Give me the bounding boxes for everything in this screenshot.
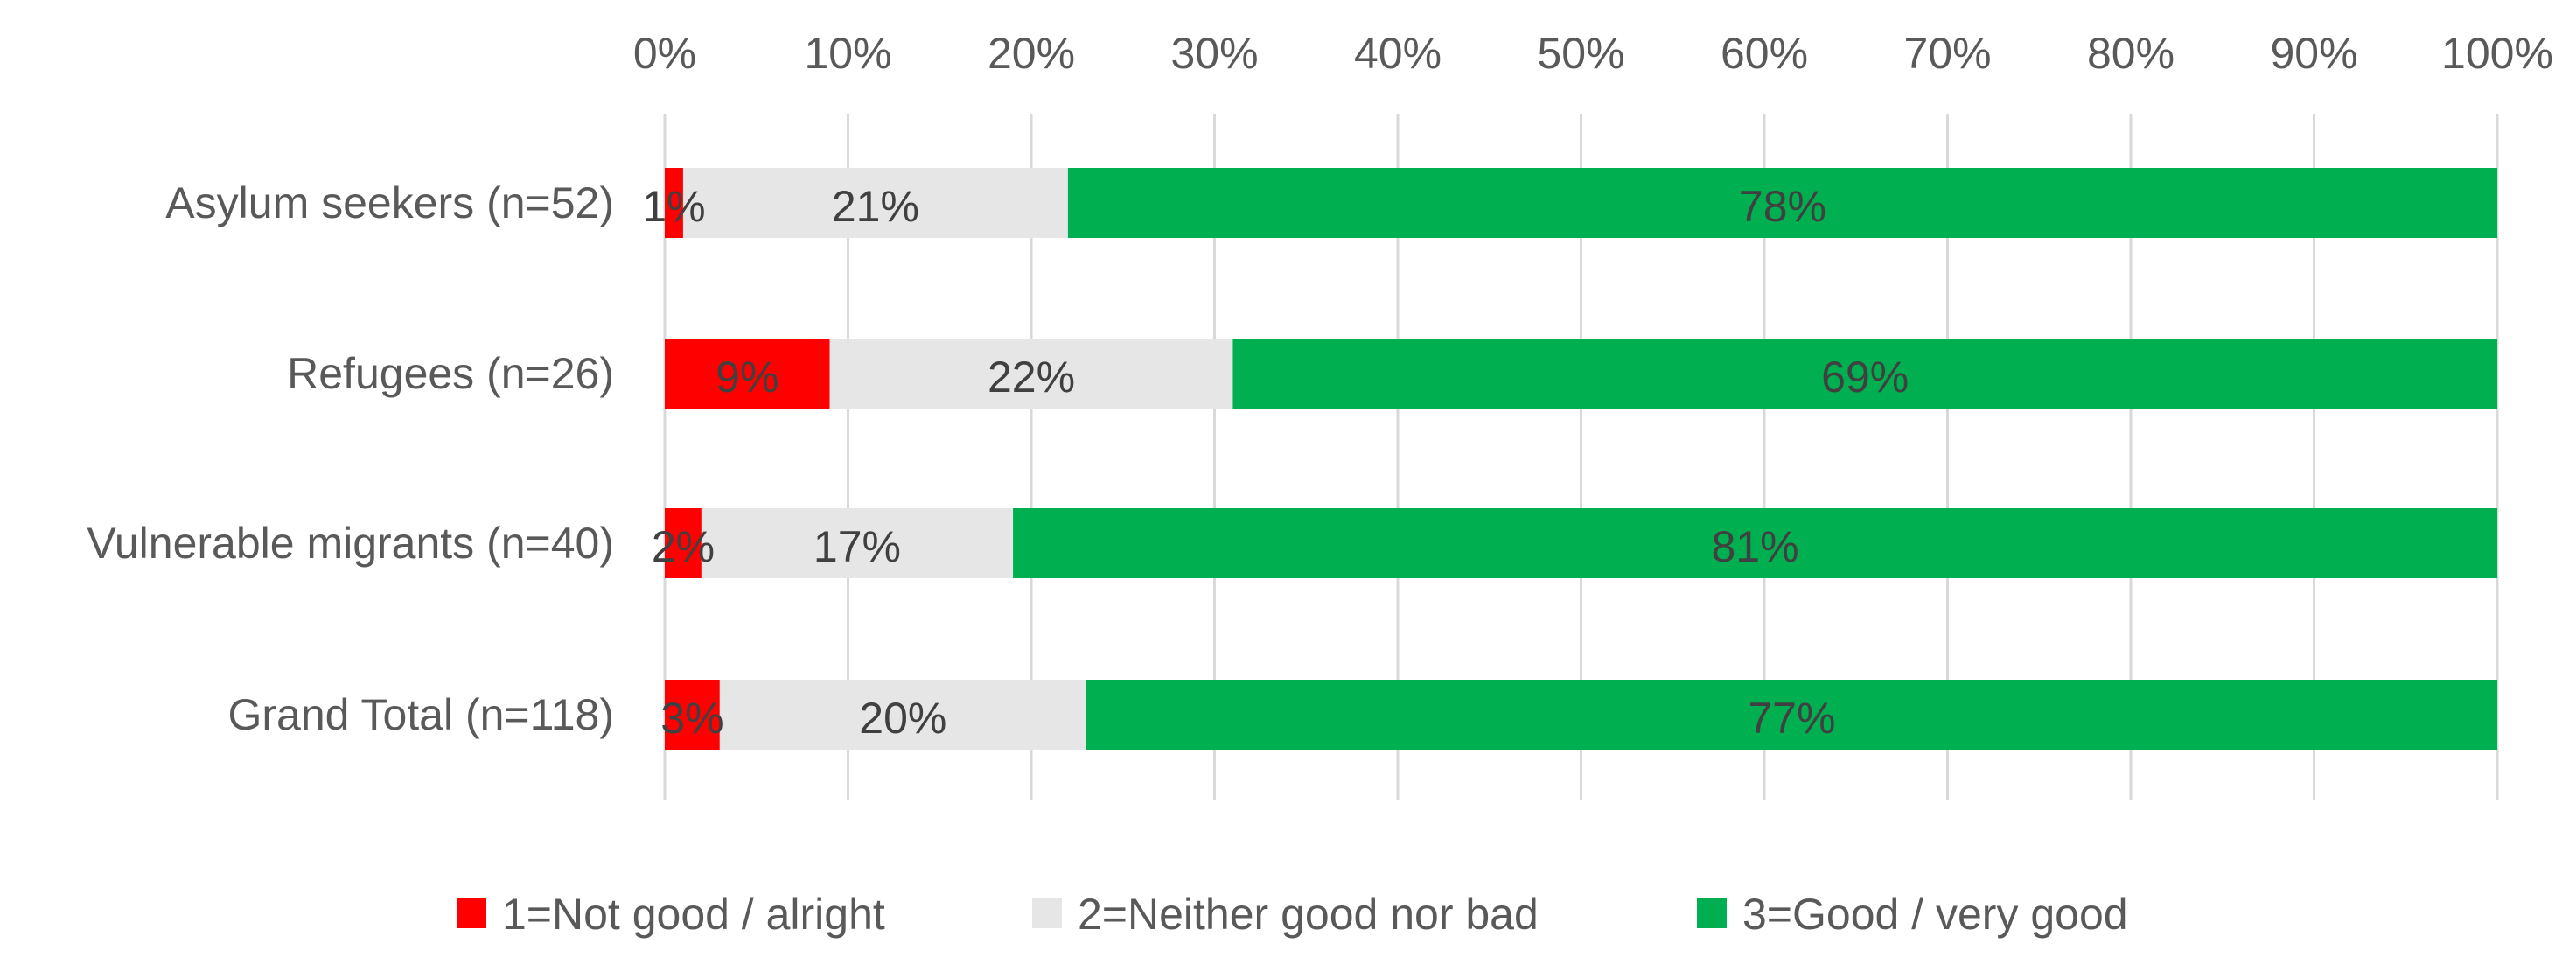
category-label: Refugees (n=26) bbox=[287, 349, 614, 398]
data-label: 1% bbox=[642, 182, 705, 231]
x-tick-label: 30% bbox=[1170, 29, 1258, 78]
bar-segment bbox=[829, 339, 1233, 409]
category-labels: Asylum seekers (n=52) Refugees (n=26) Vuln… bbox=[87, 178, 614, 739]
x-tick-label: 10% bbox=[804, 29, 891, 78]
data-label: 22% bbox=[988, 353, 1075, 402]
data-label: 69% bbox=[1821, 353, 1909, 402]
x-tick-label: 50% bbox=[1537, 29, 1624, 78]
x-tick-label: 20% bbox=[988, 29, 1075, 78]
bar-segment bbox=[665, 508, 702, 578]
legend-label: 2=Neither good nor bad bbox=[1078, 890, 1539, 939]
legend: 1=Not good / alright 2=Neither good nor b… bbox=[457, 890, 2128, 939]
legend-label: 3=Good / very good bbox=[1742, 890, 2128, 939]
bar-segment bbox=[665, 339, 830, 409]
x-tick-label: 80% bbox=[2087, 29, 2175, 78]
bar-segment bbox=[719, 680, 1086, 750]
bar-segment bbox=[1013, 508, 2497, 578]
bar-segment bbox=[1067, 168, 2497, 238]
x-tick-label: 40% bbox=[1354, 29, 1442, 78]
data-label: 81% bbox=[1711, 522, 1798, 571]
legend-label: 1=Not good / alright bbox=[502, 890, 885, 939]
x-tick-label: 60% bbox=[1721, 29, 1808, 78]
bar-segment bbox=[665, 680, 720, 750]
x-tick-label: 0% bbox=[633, 29, 696, 78]
bar-segment bbox=[1232, 339, 2497, 409]
data-label: 2% bbox=[652, 522, 715, 571]
x-axis-ticks: 0% 10% 20% 30% 40% 50% 60% 70% 80% 90% 100% bbox=[633, 29, 2553, 78]
x-tick-label: 90% bbox=[2270, 29, 2357, 78]
x-tick-label: 70% bbox=[1903, 29, 1991, 78]
data-label: 17% bbox=[813, 522, 901, 571]
data-label: 77% bbox=[1748, 694, 1835, 743]
data-label: 21% bbox=[832, 182, 919, 231]
legend-swatch bbox=[1032, 898, 1062, 928]
data-label: 78% bbox=[1739, 182, 1826, 231]
data-labels: 1% 21% 78% 9% 22% 69% 2% 17% 81% 3% 20% 77% bbox=[642, 182, 1909, 743]
bar-segment bbox=[1086, 680, 2497, 750]
bar-segment bbox=[682, 168, 1068, 238]
category-label: Vulnerable migrants (n=40) bbox=[87, 519, 614, 568]
bar-segment bbox=[701, 508, 1014, 578]
bars bbox=[665, 168, 2497, 750]
category-label: Grand Total (n=118) bbox=[228, 690, 614, 739]
x-tick-label: 100% bbox=[2441, 29, 2553, 78]
data-label: 3% bbox=[660, 694, 723, 743]
category-label: Asylum seekers (n=52) bbox=[165, 178, 614, 227]
data-label: 9% bbox=[716, 353, 778, 402]
data-label: 20% bbox=[859, 694, 946, 743]
bar-segment bbox=[665, 168, 683, 238]
legend-swatch bbox=[1697, 898, 1727, 928]
legend-swatch bbox=[457, 898, 486, 928]
